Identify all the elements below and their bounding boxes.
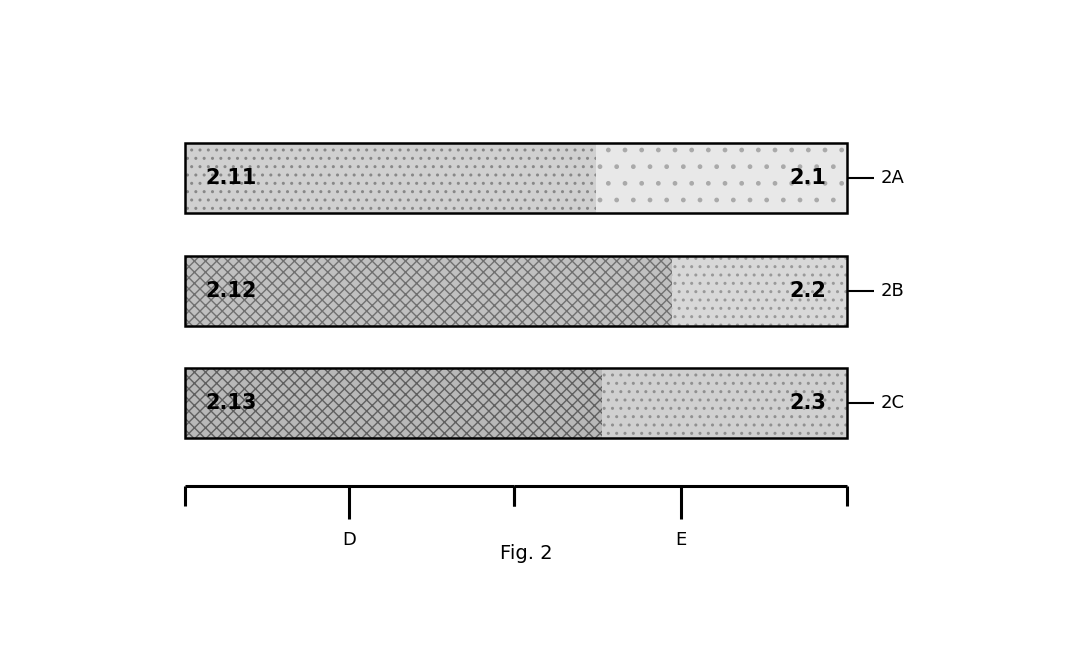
Text: 2C: 2C [881, 395, 905, 412]
Text: 2.3: 2.3 [790, 393, 826, 413]
Text: E: E [675, 531, 686, 549]
Text: 2A: 2A [881, 169, 905, 187]
Text: 2.1: 2.1 [790, 168, 826, 188]
Text: 2.13: 2.13 [206, 393, 257, 413]
Text: 2B: 2B [881, 281, 905, 300]
Bar [185, 143, 595, 213]
Text: 2.12: 2.12 [206, 281, 257, 301]
Bar [603, 369, 848, 438]
Bar [595, 143, 848, 213]
Text: Fig. 2: Fig. 2 [500, 545, 553, 564]
Bar [185, 369, 603, 438]
Text: 2.11: 2.11 [206, 168, 257, 188]
Bar [185, 255, 671, 326]
Bar [185, 255, 848, 326]
Bar [671, 255, 848, 326]
Bar [185, 143, 848, 213]
Text: D: D [342, 531, 356, 549]
Text: 2.2: 2.2 [790, 281, 826, 301]
Bar [185, 369, 848, 438]
